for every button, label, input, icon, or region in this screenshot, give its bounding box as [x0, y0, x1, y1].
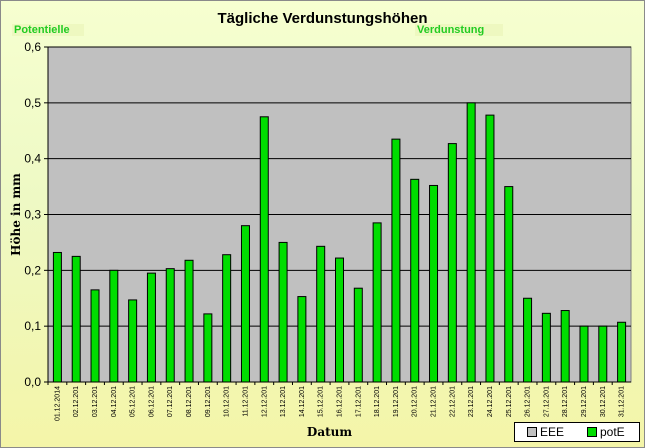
- x-tick-label: 23.12.201: [468, 386, 475, 417]
- bar-pote: [52, 251, 62, 383]
- bar-pote: [391, 138, 401, 383]
- bar-pote: [222, 254, 232, 383]
- bar-pote: [504, 186, 514, 383]
- bar-pote: [447, 143, 457, 383]
- x-tick-label: 15.12.201: [318, 386, 325, 417]
- bar-pote: [429, 184, 439, 383]
- y-tick-label: 0,6: [24, 40, 41, 54]
- y-tick-label: 0,0: [24, 375, 41, 389]
- x-tick-label: 07.12.201: [167, 386, 174, 417]
- bar-pote: [184, 259, 194, 383]
- bar-pote: [316, 245, 326, 383]
- bar-pote: [278, 241, 288, 383]
- bar-pote: [598, 325, 608, 383]
- y-axis-label: Höhe in mm: [9, 173, 23, 256]
- x-tick-label: 17.12.201: [355, 386, 362, 417]
- x-tick-label: 09.12.201: [205, 386, 212, 417]
- bar-pote: [410, 178, 420, 383]
- bar-pote: [240, 225, 250, 383]
- legend-swatch-pote: [587, 427, 597, 437]
- x-tick-label: 04.12.201: [111, 386, 118, 417]
- x-tick-label: 16.12.201: [337, 386, 344, 417]
- x-tick-label: 02.12.201: [73, 386, 80, 417]
- legend-item-eee: EEE: [527, 425, 564, 439]
- bar-pote: [579, 325, 589, 383]
- bar-pote: [335, 257, 344, 383]
- bar-pote: [541, 312, 551, 383]
- bar-pote: [560, 310, 570, 383]
- x-tick-label: 18.12.201: [374, 386, 381, 417]
- bar-pote: [90, 289, 100, 383]
- bar-pote: [485, 114, 495, 383]
- x-tick-label: 12.12.201: [261, 386, 268, 417]
- bar-pote: [372, 222, 382, 383]
- bar-pote: [165, 268, 175, 383]
- x-tick-label: 03.12.201: [92, 386, 99, 417]
- bar-pote: [617, 321, 627, 383]
- bars: [52, 102, 627, 383]
- x-tick-label: 31.12.201: [619, 386, 626, 417]
- legend: EEE potE: [514, 422, 640, 442]
- overlapped-label-left: Potentielle: [12, 24, 84, 36]
- x-axis-label: Datum: [307, 425, 352, 439]
- bar-pote: [203, 313, 213, 383]
- x-tick-label: 20.12.201: [412, 386, 419, 417]
- legend-swatch-eee: [527, 427, 537, 437]
- overlapped-label-right: Verdunstung: [415, 24, 503, 36]
- bar-pote: [353, 287, 363, 383]
- y-tick-label: 0,3: [24, 208, 41, 222]
- bar-pote: [109, 269, 119, 383]
- x-tick-label: 08.12.201: [186, 386, 193, 417]
- bar-pote: [71, 255, 81, 383]
- bar-pote: [128, 299, 138, 383]
- y-tick-label: 0,2: [24, 263, 41, 277]
- bar-pote: [523, 297, 533, 383]
- y-tick-label: 0,1: [24, 319, 41, 333]
- chart-title: Tägliche Verdunstungshöhen: [217, 10, 428, 27]
- x-tick-label: 27.12.201: [543, 386, 550, 417]
- x-tick-label: 14.12.201: [299, 386, 306, 417]
- y-tick-label: 0,5: [24, 96, 41, 110]
- x-tick-label: 24.12.201: [487, 386, 494, 417]
- y-tick-label: 0,4: [24, 152, 41, 166]
- x-tick-label: 13.12.201: [280, 386, 287, 417]
- x-tick-label: 05.12.201: [130, 386, 137, 417]
- y-tick-labels: 0,0 0,1 0,2 0,3 0,4 0,5 0,6: [24, 40, 41, 389]
- x-tick-label: 30.12.201: [600, 386, 607, 417]
- bar-pote: [466, 102, 476, 383]
- bar-pote: [297, 296, 307, 383]
- bar-pote: [259, 116, 269, 383]
- x-tick-labels: 01.12.2014 02.12.201 03.12.201 04.12.201 05.…: [54, 386, 625, 421]
- x-tick-label: 25.12.201: [506, 386, 513, 417]
- x-tick-label: 28.12.201: [562, 386, 569, 417]
- x-tick-label: 21.12.201: [431, 386, 438, 417]
- legend-label-pote: potE: [600, 425, 625, 439]
- bar-pote: [146, 272, 156, 383]
- x-tick-label: 10.12.201: [224, 386, 231, 417]
- legend-label-eee: EEE: [540, 425, 565, 439]
- legend-item-pote: potE: [587, 425, 625, 439]
- x-tick-label: 01.12.2014: [54, 386, 61, 421]
- x-tick-label: 22.12.201: [449, 386, 456, 417]
- x-tick-label: 06.12.201: [148, 386, 155, 417]
- x-tick-label: 11.12.201: [242, 386, 249, 417]
- x-tick-label: 19.12.201: [393, 386, 400, 417]
- x-tick-label: 26.12.201: [525, 386, 532, 417]
- x-tick-label: 29.12.201: [581, 386, 588, 417]
